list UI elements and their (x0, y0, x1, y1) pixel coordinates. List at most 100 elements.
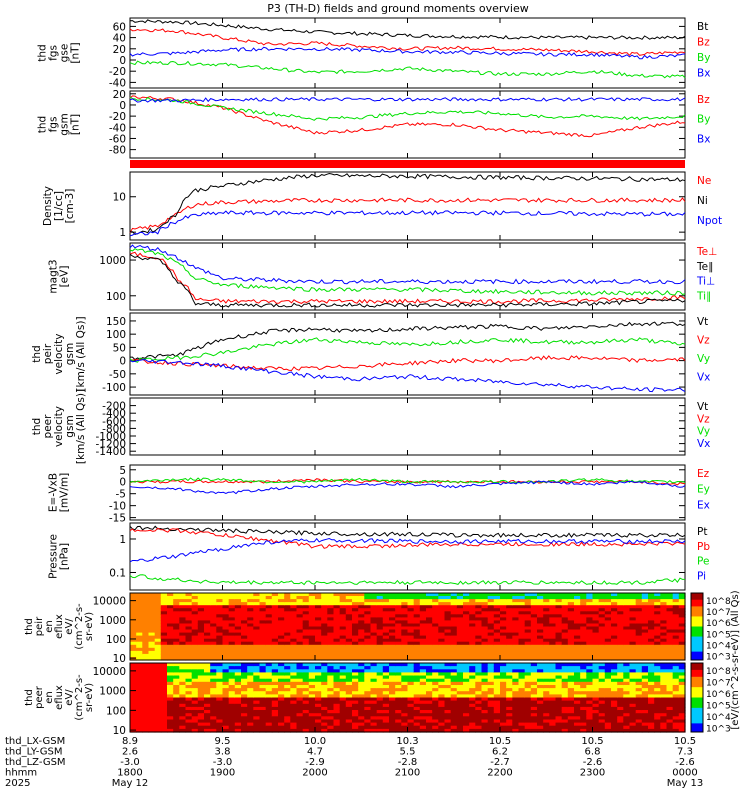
heatmap-cell (487, 666, 495, 670)
heatmap-cell (413, 678, 421, 683)
heatmap-cell (382, 675, 390, 680)
heatmap-cell (506, 719, 513, 724)
heatmap-cell (364, 700, 372, 705)
heatmap-cell (586, 632, 594, 637)
heatmap-cell (327, 725, 335, 730)
heatmap-cell (136, 617, 143, 621)
heatmap-cell (315, 675, 322, 680)
heatmap-cell (432, 700, 439, 705)
heatmap-cell (179, 678, 187, 683)
heatmap-cell (635, 605, 643, 609)
heatmap-cell (173, 669, 180, 673)
heatmap-cell (345, 710, 353, 714)
heatmap-cell (518, 602, 526, 606)
heatmap-cell (265, 608, 273, 612)
heatmap-cell (241, 599, 248, 603)
heatmap-cell (327, 650, 335, 655)
heatmap-cell (160, 599, 168, 603)
heatmap-cell (574, 650, 581, 655)
heatmap-cell (142, 713, 150, 717)
heatmap-cell (382, 716, 390, 720)
heatmap-cell (376, 650, 384, 655)
heatmap-cell (204, 650, 211, 655)
heatmap-cell (296, 719, 304, 724)
heatmap-cell (247, 620, 254, 624)
heatmap-cell (160, 605, 168, 609)
heatmap-cell (241, 647, 248, 652)
heatmap-cell (284, 593, 291, 597)
heatmap-cell (197, 644, 205, 649)
heatmap-cell (450, 638, 458, 643)
heatmap-cell (648, 608, 655, 612)
heatmap-cell (493, 653, 501, 658)
heatmap-cell (290, 635, 298, 640)
heatmap-cell (241, 593, 248, 597)
heatmap-cell (500, 650, 507, 655)
heatmap-cell (382, 638, 390, 643)
heatmap-cell (241, 653, 248, 658)
heatmap-cell (376, 638, 384, 643)
heatmap-cell (611, 694, 618, 699)
heatmap-cell (598, 620, 606, 624)
heatmap-cell (567, 647, 575, 652)
heatmap-cell (216, 611, 224, 615)
heatmap-cell (450, 596, 458, 600)
heatmap-cell (611, 653, 618, 658)
heatmap-cell (481, 599, 489, 603)
heatmap-cell (463, 593, 470, 597)
heatmap-cell (302, 669, 310, 673)
heatmap-cell (148, 681, 156, 686)
heatmap-cell (302, 722, 310, 727)
heatmap-cell (512, 728, 520, 733)
heatmap-cell (228, 650, 236, 655)
heatmap-cell (574, 638, 581, 643)
heatmap-cell (444, 703, 452, 708)
heatmap-cell (506, 722, 513, 727)
heatmap-cell (537, 614, 544, 618)
heatmap-cell (641, 617, 649, 621)
heatmap-cell (160, 641, 168, 646)
heatmap-cell (580, 666, 587, 670)
heatmap-cell (456, 681, 464, 686)
heatmap-cell (191, 675, 199, 680)
heatmap-cell (154, 638, 162, 643)
heatmap-cell (654, 719, 661, 724)
heatmap-cell (530, 620, 538, 624)
heatmap-cell (463, 617, 470, 621)
heatmap-cell (173, 620, 180, 624)
y-axis-label: fgs (48, 45, 60, 61)
heatmap-cell (185, 728, 193, 733)
heatmap-cell (167, 629, 174, 634)
heatmap-cell (641, 697, 649, 702)
colorbar-swatch (691, 728, 703, 731)
heatmap-cell (635, 685, 643, 689)
heatmap-cell (179, 675, 187, 680)
heatmap-cell (345, 644, 353, 649)
heatmap-cell (481, 678, 489, 683)
heatmap-cell (401, 700, 409, 705)
heatmap-cell (623, 672, 631, 677)
heatmap-cell (604, 593, 612, 597)
heatmap-cell (271, 710, 279, 714)
heatmap-cell (173, 657, 180, 661)
heatmap-cell (290, 675, 298, 680)
heatmap-cell (592, 632, 600, 637)
heatmap-cell (419, 641, 427, 646)
heatmap-cell (395, 691, 402, 695)
heatmap-cell (148, 653, 156, 658)
heatmap-cell (204, 666, 211, 670)
heatmap-cell (598, 608, 606, 612)
heatmap-cell (234, 666, 242, 670)
heatmap-cell (284, 605, 291, 609)
heatmap-cell (148, 663, 156, 667)
heatmap-cell (395, 617, 402, 621)
y-axis-label: sr-eV) (84, 612, 95, 641)
colorbar-swatch (691, 709, 703, 712)
heatmap-cell (419, 657, 427, 661)
heatmap-cell (364, 599, 372, 603)
heatmap-cell (271, 669, 279, 673)
heatmap-cell (672, 710, 680, 714)
heatmap-cell (234, 663, 242, 667)
heatmap-cell (426, 653, 433, 658)
heatmap-cell (173, 688, 180, 692)
